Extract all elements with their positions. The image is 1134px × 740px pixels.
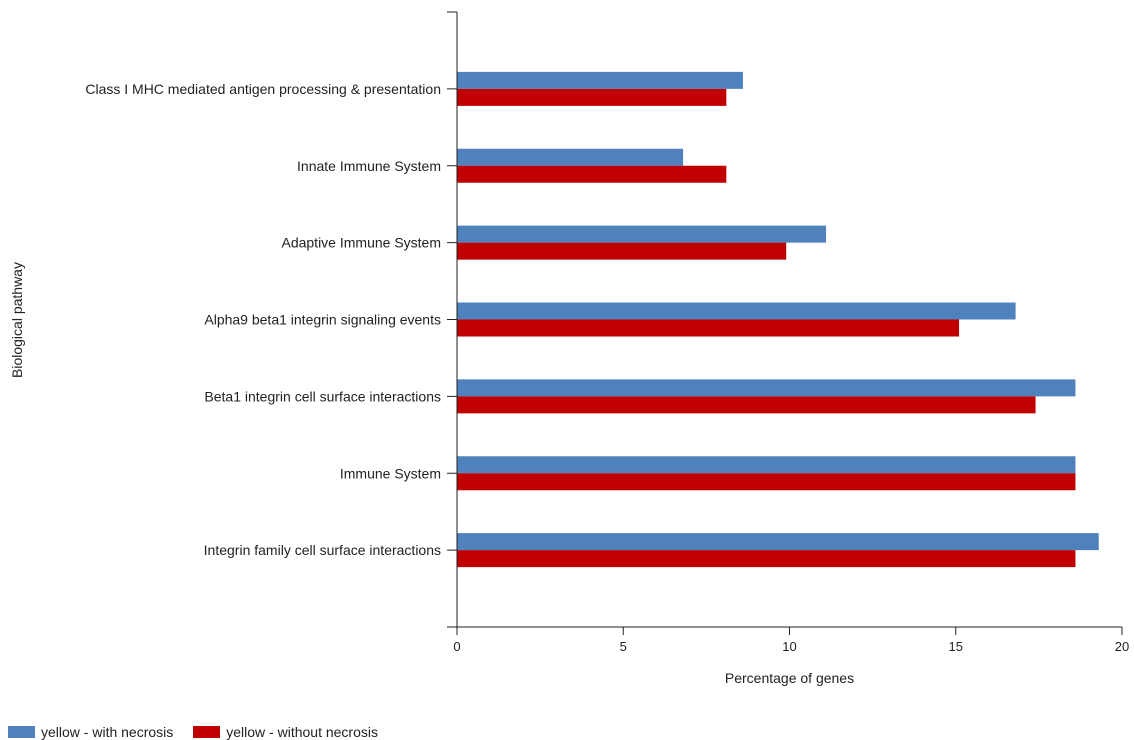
bar-without-necrosis [457,88,727,106]
x-tick-label: 10 [782,639,796,654]
x-tick-label: 5 [620,639,627,654]
legend-item-without-necrosis[interactable]: yellow - without necrosis [193,724,378,740]
legend: yellow - with necrosis yellow - without … [8,724,378,740]
x-tick-label: 0 [453,639,460,654]
bar-with-necrosis [457,71,743,89]
bar-without-necrosis [457,165,727,183]
category-label: Innate Immune System [297,158,441,174]
category-label: Immune System [340,465,441,481]
bar-without-necrosis [457,550,1076,568]
category-label: Beta1 integrin cell surface interactions [204,388,441,404]
bar-with-necrosis [457,533,1099,551]
bar-without-necrosis [457,473,1076,491]
legend-label-without-necrosis: yellow - without necrosis [226,724,378,740]
bar-with-necrosis [457,148,684,166]
legend-swatch-with-necrosis [8,726,35,738]
x-axis-ticks: 0 5 10 15 20 [453,627,1129,654]
bar-with-necrosis [457,456,1076,474]
legend-swatch-without-necrosis [193,726,221,738]
category-label: Integrin family cell surface interaction… [204,542,441,558]
x-axis-title: Percentage of genes [725,670,854,686]
bar-with-necrosis [457,379,1076,397]
bar-without-necrosis [457,242,787,260]
category-label: Class I MHC mediated antigen processing … [85,81,441,97]
category-label: Adaptive Immune System [281,235,441,251]
y-axis-ticks: Class I MHC mediated antigen processing … [85,11,457,558]
legend-label-with-necrosis: yellow - with necrosis [41,724,174,740]
bar-chart: Class I MHC mediated antigen processing … [9,11,1129,686]
bar-without-necrosis [457,319,960,337]
x-tick-label: 20 [1115,639,1129,654]
y-axis-title: Biological pathway [9,262,25,378]
bar-without-necrosis [457,396,1036,414]
x-tick-label: 15 [949,639,963,654]
bar-with-necrosis [457,302,1016,320]
bar-with-necrosis [457,225,827,243]
legend-item-with-necrosis[interactable]: yellow - with necrosis [8,724,173,740]
category-label: Alpha9 beta1 integrin signaling events [204,312,441,328]
bars-group [457,71,1099,568]
